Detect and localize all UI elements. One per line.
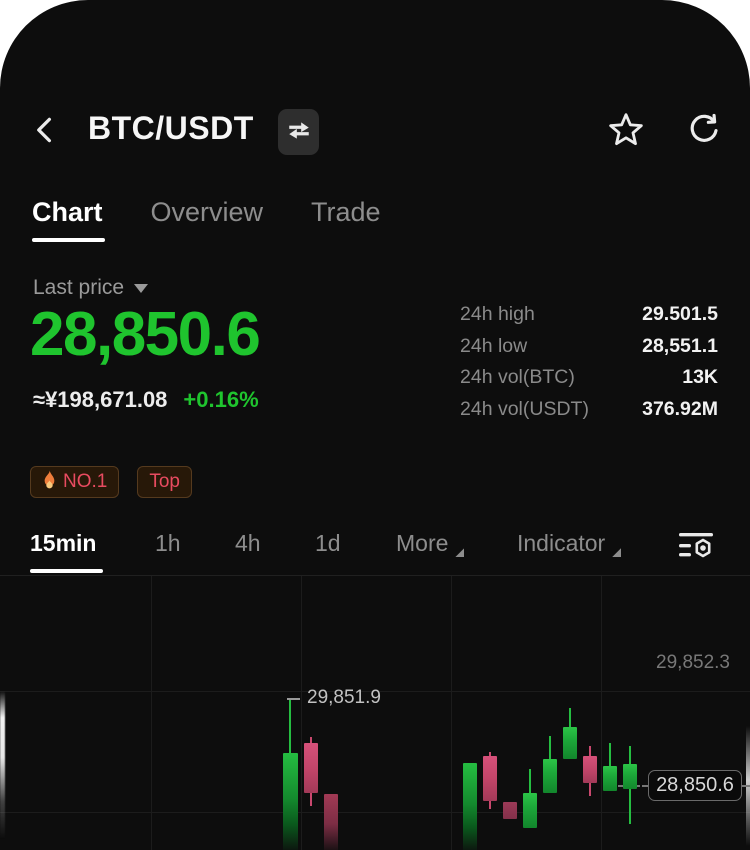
stats-panel: 24h high 29.501.5 24h low 28,551.1 24h v…	[460, 299, 718, 425]
indicator-label: Indicator	[517, 530, 606, 556]
tab-trade[interactable]: Trade	[311, 197, 381, 227]
star-icon	[606, 110, 646, 155]
caret-down-icon	[134, 283, 149, 293]
timeframe-1h[interactable]: 1h	[155, 530, 181, 556]
stat-value: 13K	[682, 366, 718, 389]
last-price-value: 28,850.6	[30, 300, 261, 369]
candle	[503, 802, 517, 819]
indicator-dropdown[interactable]: Indicator	[517, 530, 622, 557]
back-chevron-icon	[30, 112, 60, 153]
timeframe-more-dropdown[interactable]: More	[396, 530, 465, 557]
timeframe-1d[interactable]: 1d	[315, 530, 341, 556]
gridline-horizontal	[0, 812, 750, 813]
candle	[304, 743, 318, 793]
last-price-tag: 28,850.6	[648, 770, 742, 801]
chart-settings-button[interactable]	[676, 529, 716, 565]
timeframe-15min[interactable]: 15min	[30, 530, 97, 556]
stat-value: 376.92M	[642, 398, 718, 421]
page-title: BTC/USDT	[88, 110, 254, 146]
change-percent: +0.16%	[183, 387, 259, 412]
gridline-horizontal	[0, 691, 750, 692]
tab-chart[interactable]: Chart	[32, 197, 103, 227]
stat-value: 29.501.5	[642, 303, 718, 326]
stat-label: 24h low	[460, 334, 528, 357]
stat-row-high: 24h high 29.501.5	[460, 299, 718, 331]
fiat-value: ≈¥198,671.08	[33, 387, 168, 412]
refresh-button[interactable]	[684, 111, 724, 153]
swap-icon	[286, 118, 312, 147]
top-badge[interactable]: Top	[137, 466, 192, 498]
dropdown-corner-icon	[612, 548, 622, 557]
tab-overview[interactable]: Overview	[150, 197, 264, 227]
candlestick-chart[interactable]: 29,852.3 29,851.9 28,850.6	[0, 575, 750, 850]
stat-row-low: 24h low 28,551.1	[460, 331, 718, 363]
timeframe-4h[interactable]: 4h	[235, 530, 261, 556]
rank-badge-label: NO.1	[63, 471, 108, 492]
last-price-label: Last price	[33, 276, 125, 299]
candle	[603, 766, 617, 791]
stat-row-vol-btc: 24h vol(BTC) 13K	[460, 362, 718, 394]
edge-glow-left	[0, 691, 5, 839]
gridline-vertical	[151, 576, 152, 850]
price-tag-dash-line	[742, 785, 750, 787]
fiat-row: ≈¥198,671.08 +0.16%	[33, 387, 259, 413]
last-price-selector[interactable]: Last price	[33, 276, 149, 300]
nav-tabs: Chart Overview Trade	[32, 197, 381, 228]
candle	[483, 756, 497, 801]
back-button[interactable]	[30, 112, 64, 152]
dropdown-corner-icon	[455, 548, 465, 557]
high-annotation-tick	[287, 698, 300, 700]
active-tab-underline	[32, 238, 105, 242]
rank-badge[interactable]: NO.1	[30, 466, 120, 498]
flame-icon	[42, 470, 57, 495]
candle	[583, 756, 597, 783]
stat-label: 24h high	[460, 303, 535, 326]
chart-settings-icon	[676, 533, 716, 569]
active-timeframe-underline	[30, 569, 103, 573]
candle	[563, 727, 577, 759]
candle-wick	[289, 699, 291, 753]
gridline-vertical	[451, 576, 452, 850]
gridline-vertical	[301, 576, 302, 850]
candle	[463, 763, 477, 850]
candle	[523, 793, 537, 828]
badges-row: NO.1 Top	[30, 466, 192, 498]
refresh-icon	[686, 111, 722, 154]
stat-value: 28,551.1	[642, 334, 718, 357]
stat-label: 24h vol(USDT)	[460, 398, 589, 421]
stat-row-vol-usdt: 24h vol(USDT) 376.92M	[460, 394, 718, 426]
swap-pair-button[interactable]	[278, 109, 319, 155]
candle	[623, 764, 637, 789]
y-axis-label: 29,852.3	[656, 652, 730, 673]
candle	[324, 794, 338, 850]
stat-label: 24h vol(BTC)	[460, 366, 575, 389]
more-label: More	[396, 530, 449, 556]
gridline-vertical	[601, 576, 602, 850]
candle	[543, 759, 557, 793]
high-annotation-label: 29,851.9	[307, 687, 381, 708]
favorite-button[interactable]	[606, 111, 646, 153]
candle	[282, 753, 298, 850]
top-badge-label: Top	[149, 471, 180, 492]
